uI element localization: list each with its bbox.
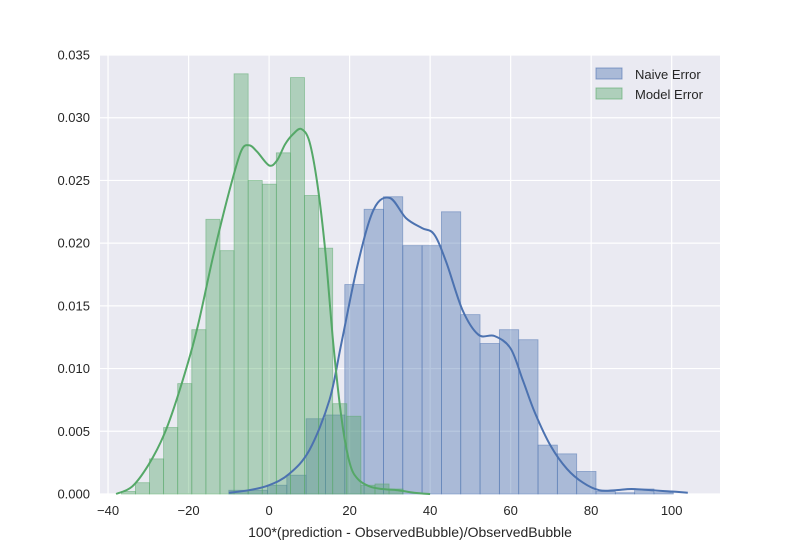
model-error-bar [135,482,150,495]
model-error-bar [177,383,193,495]
x-tick-label: −40 [97,503,119,518]
naive-error-bar [614,492,636,495]
legend-label-model: Model Error [635,87,704,102]
naive-error-kde-line [228,196,688,494]
model-error-bar [233,73,249,495]
x-tick-label: 0 [265,503,272,518]
model-error-bar [304,195,320,495]
legend-label-naive: Naive Error [635,67,701,82]
model-error-bar [275,152,291,495]
naive-error-bar [518,339,539,495]
legend: Naive Error Model Error [595,67,704,102]
y-tick-labels: 0.000 0.005 0.010 0.015 0.020 0.025 0.030 0.035 [57,48,90,502]
y-tick-label: 0.005 [57,424,90,439]
model-error-kde-line [115,127,431,495]
y-tick-label: 0.030 [57,110,90,125]
naive-error-bar [595,491,616,495]
model-error-bar [346,415,362,495]
model-error-bar [149,458,165,495]
x-tick-labels: −40 −20 0 20 40 60 80 100 [97,503,683,518]
naive-error-bar [576,471,597,495]
naive-error-bar [460,314,481,495]
model-error-bar [219,250,235,495]
x-axis-label: 100*(prediction - ObservedBubble)/Observ… [248,524,572,540]
model-error-bar [191,329,207,495]
plot-background [100,55,720,494]
naive-error-bar [653,492,674,495]
model-error-bar [332,403,348,495]
naive-error-bar [363,208,384,495]
y-tick-label: 0.020 [57,236,90,251]
x-tick-label: 100 [661,503,683,518]
model-error-bar [247,180,263,495]
y-tick-label: 0.015 [57,298,90,313]
y-tick-label: 0.010 [57,361,90,376]
y-tick-label: 0.035 [57,48,90,63]
model-error-bar [290,77,305,495]
naive-error-bar [498,329,520,495]
naive-error-bar [383,196,404,495]
x-tick-label: 80 [584,503,598,518]
model-error-bar [163,427,179,495]
y-tick-label: 0.025 [57,173,90,188]
x-tick-label: 20 [342,503,356,518]
x-tick-label: −20 [178,503,200,518]
legend-swatch-model [595,87,623,100]
x-tick-label: 40 [423,503,437,518]
naive-error-bar [402,245,423,495]
model-error-bar [261,183,277,495]
naive-error-bar [421,245,442,495]
x-tick-label: 60 [503,503,517,518]
model-error-bar [318,247,334,495]
naive-error-bar [479,343,500,495]
y-tick-label: 0.000 [57,487,90,502]
legend-swatch-naive [595,67,623,80]
